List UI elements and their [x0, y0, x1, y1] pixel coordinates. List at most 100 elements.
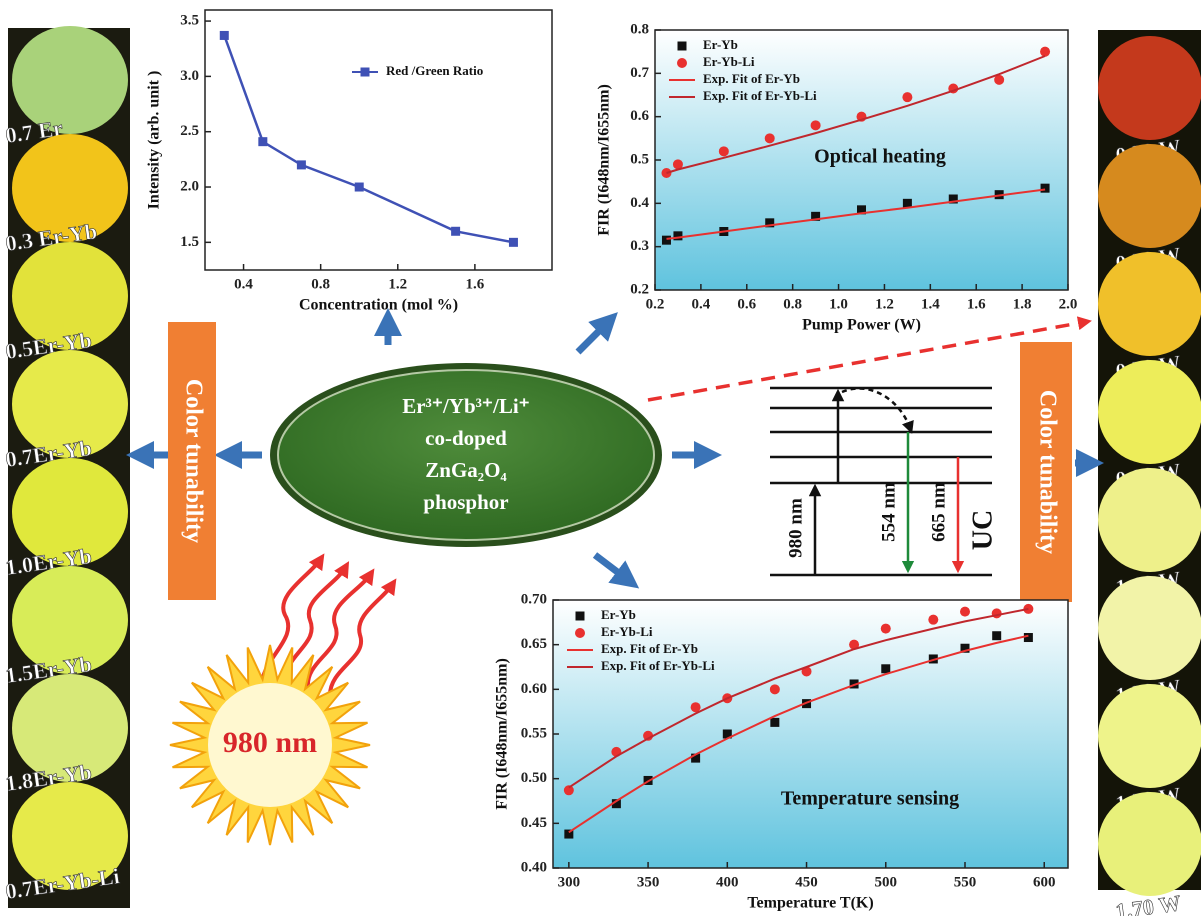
- annotation: Temperature sensing: [781, 788, 959, 810]
- x-tick-label: 2.0: [1059, 296, 1078, 312]
- legend-label: Exp. Fit of Er-Yb-Li: [703, 88, 817, 103]
- photo: [1098, 576, 1201, 680]
- photo: [1098, 144, 1201, 248]
- marker: [661, 168, 672, 178]
- y-tick-label: 0.40: [521, 859, 547, 875]
- y-tick-label: 0.8: [630, 21, 649, 37]
- photo: [1098, 468, 1201, 572]
- center-text: co-doped: [425, 426, 507, 450]
- x-tick-label: 500: [875, 874, 898, 890]
- chart: 300 350 400 450 500 550 600 0.40 0.45 0.50 0.55 0.6…: [494, 591, 1069, 912]
- photo: [1098, 252, 1201, 356]
- legend-marker: [360, 67, 370, 77]
- marker: [770, 717, 780, 727]
- legend-label: Er-Yb-Li: [601, 624, 653, 639]
- photo: [12, 566, 128, 674]
- x-tick-label: 1.6: [466, 276, 485, 292]
- x-tick-label: 0.2: [646, 296, 665, 312]
- x-tick-label: 0.8: [783, 296, 802, 312]
- marker: [690, 702, 701, 713]
- photo: [12, 134, 128, 242]
- marker: [811, 211, 821, 221]
- x-tick-label: 0.4: [234, 276, 253, 292]
- x-tick-label: 450: [795, 874, 818, 890]
- marker: [563, 785, 574, 796]
- plot-area: [552, 599, 1069, 869]
- y-tick-label: 0.2: [630, 281, 649, 297]
- marker: [928, 614, 939, 625]
- legend-label: Er-Yb: [703, 37, 738, 52]
- x-tick-label: 550: [954, 874, 977, 890]
- marker: [948, 194, 958, 204]
- marker: [1040, 46, 1051, 57]
- center-text: phosphor: [423, 490, 508, 514]
- arrow: [575, 312, 618, 355]
- photo: [12, 782, 128, 890]
- legend-marker: [575, 628, 585, 638]
- y-tick-label: 0.50: [521, 770, 547, 786]
- y-tick-label: 0.45: [521, 815, 547, 831]
- legend-label: Exp. Fit of Er-Yb-Li: [601, 658, 715, 673]
- y-tick-label: 2.0: [180, 178, 199, 194]
- marker: [1040, 183, 1050, 193]
- marker: [611, 799, 621, 809]
- y-tick-label: 2.5: [180, 123, 199, 139]
- y-tick-label: 0.70: [521, 591, 547, 607]
- y-tick-label: 0.5: [630, 151, 649, 167]
- dashed-arrow: [647, 316, 1092, 402]
- marker: [992, 631, 1002, 641]
- legend-marker: [677, 41, 687, 51]
- wavelength-label: 980 nm: [785, 498, 806, 558]
- legend-label: Red /Green Ratio: [386, 63, 483, 78]
- center-text: ZnGa₂O₄: [425, 458, 507, 482]
- marker: [508, 237, 518, 247]
- x-axis-label: Temperature T(K): [747, 895, 873, 912]
- photo: [12, 26, 128, 134]
- legend-label: Er-Yb-Li: [703, 54, 755, 69]
- y-tick-label: 0.60: [521, 681, 547, 697]
- marker: [691, 753, 701, 763]
- y-tick-label: 0.7: [630, 65, 649, 81]
- marker: [296, 160, 306, 170]
- legend-label: Exp. Fit of Er-Yb: [703, 71, 800, 86]
- wavelength-label: 554 nm: [878, 482, 899, 542]
- process-label: UC: [967, 510, 998, 550]
- y-tick-label: 3.5: [180, 13, 199, 29]
- marker: [857, 205, 866, 215]
- photo: [12, 674, 128, 782]
- y-axis-label: Intensity (arb. unit ): [146, 71, 163, 210]
- y-tick-label: 0.3: [630, 238, 649, 254]
- photo: [12, 458, 128, 566]
- chart: 0.4 0.8 1.2 1.6 1.5 2.0 2.5 3.0 3.5 Concentration…: [146, 9, 553, 314]
- legend-marker: [677, 58, 687, 68]
- x-axis-label: Pump Power (W): [802, 317, 921, 334]
- box-label: Color tunability: [1034, 390, 1060, 554]
- marker: [1023, 633, 1033, 643]
- energy-levels: [770, 386, 992, 577]
- marker: [564, 829, 574, 839]
- marker: [849, 639, 860, 650]
- marker: [451, 226, 461, 236]
- y-tick-label: 0.65: [521, 636, 547, 652]
- arrow: [592, 552, 640, 589]
- y-tick-label: 0.4: [630, 195, 649, 211]
- left-box: [168, 322, 216, 600]
- chart: 0.2 0.4 0.6 0.8 1.0 1.2 1.4 1.6 1.8 2.0 0.2 0.3 0.4 0…: [596, 21, 1078, 333]
- marker: [960, 606, 970, 617]
- x-tick-label: 1.2: [388, 276, 407, 292]
- marker: [801, 666, 812, 677]
- box-label: Color tunability: [180, 379, 206, 543]
- wave: [305, 568, 375, 689]
- wave: [328, 578, 397, 696]
- series-line: [666, 55, 1046, 174]
- marker: [718, 146, 729, 157]
- y-axis-label: FIR (I648nm/I655nm): [494, 658, 511, 810]
- photo: [1098, 36, 1201, 140]
- x-tick-label: 0.6: [737, 296, 756, 312]
- x-tick-label: 300: [558, 874, 581, 890]
- x-tick-label: 0.4: [692, 296, 711, 312]
- wavelength-label: 665 nm: [928, 482, 949, 542]
- y-tick-label: 3.0: [180, 68, 199, 84]
- x-tick-label: 1.0: [829, 296, 848, 312]
- y-axis-label: FIR (I648nm/I655nm): [596, 84, 613, 236]
